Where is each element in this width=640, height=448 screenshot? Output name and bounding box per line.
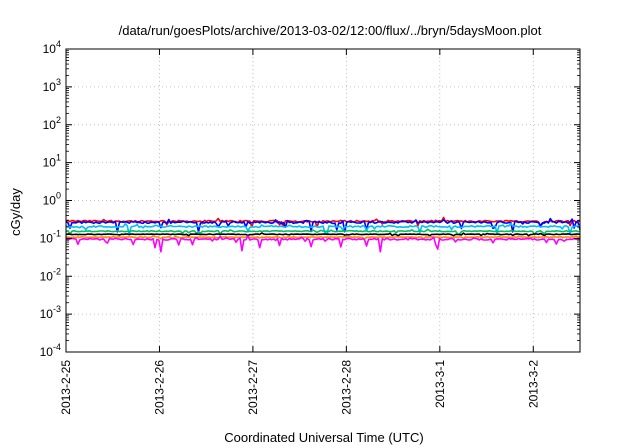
x-axis: 2013-2-25 2013-2-26 2013-2-27 2013-2-28 2013… [59, 49, 540, 415]
x-tick-label: 2013-3-1 [433, 360, 447, 408]
y-tick-label: 10-2 [40, 266, 61, 283]
x-axis-label: Coordinated Universal Time (UTC) [224, 430, 423, 445]
y-tick-label: 102 [43, 115, 61, 132]
grid [66, 49, 580, 352]
y-axis: 104 103 102 101 100 10-1 10-2 10-3 10-4 [40, 39, 580, 359]
y-tick-label: 10-3 [40, 304, 61, 321]
y-tick-label: 10-1 [40, 228, 61, 245]
series-line-6 [66, 235, 581, 240]
series-line-4 [65, 228, 581, 236]
y-tick-label: 100 [43, 191, 61, 208]
series-line-1 [65, 216, 581, 228]
x-tick-label: 2013-2-28 [339, 360, 353, 415]
x-tick-label: 2013-3-2 [526, 360, 540, 408]
series-line-5 [65, 232, 581, 237]
chart-title: /data/run/goesPlots/archive/2013-03-02/1… [119, 23, 542, 38]
x-tick-label: 2013-2-25 [59, 360, 73, 415]
x-tick-label: 2013-2-27 [246, 360, 260, 415]
y-tick-label: 10-4 [40, 342, 61, 359]
series-layer [65, 216, 581, 253]
y-tick-label: 101 [43, 153, 61, 170]
series-line-3 [65, 222, 581, 236]
series-line-2 [65, 217, 581, 233]
y-tick-label: 104 [43, 39, 61, 56]
series-line-7 [65, 235, 581, 253]
y-tick-label: 103 [43, 77, 61, 94]
x-tick-label: 2013-2-26 [152, 360, 166, 415]
y-axis-label: cGy/day [8, 188, 23, 236]
